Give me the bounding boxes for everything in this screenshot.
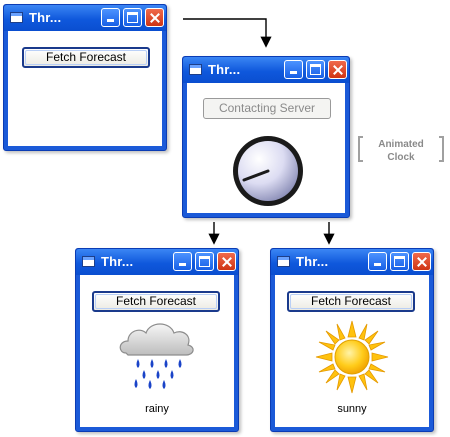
fetch-forecast-button[interactable]: Fetch Forecast xyxy=(287,291,415,312)
window-title: Thr... xyxy=(208,62,241,77)
title-bar[interactable]: Thr... xyxy=(76,249,238,275)
window-app-icon xyxy=(189,64,202,75)
arrow-initial-to-loading xyxy=(183,18,272,48)
window-title: Thr... xyxy=(29,10,62,25)
maximize-icon[interactable] xyxy=(306,60,325,79)
minimize-icon[interactable] xyxy=(368,252,387,271)
window-client-area: Fetch Forecast xyxy=(275,275,429,427)
window-initial: Thr... Fetch Forecast xyxy=(3,4,167,151)
window-sunny: Thr... Fetch Forecast xyxy=(270,248,434,432)
maximize-icon[interactable] xyxy=(123,8,142,27)
close-icon[interactable] xyxy=(328,60,347,79)
window-app-icon xyxy=(10,12,23,23)
animated-clock-label: Animated Clock xyxy=(378,139,424,163)
window-loading: Thr... Contacting Server xyxy=(182,56,350,218)
window-client-area: Fetch Forecast xyxy=(8,31,162,146)
window-rainy: Thr... Fetch Forecast xyxy=(75,248,239,432)
forecast-result-label: rainy xyxy=(145,403,169,415)
title-bar[interactable]: Thr... xyxy=(271,249,433,275)
bracket-right xyxy=(439,136,444,162)
window-app-icon xyxy=(277,256,290,267)
animated-clock-note: Animated Clock xyxy=(358,136,444,164)
forecast-result-label: sunny xyxy=(337,403,367,415)
window-client-area: Fetch Forecast rainy xyxy=(80,275,234,427)
close-icon[interactable] xyxy=(217,252,236,271)
title-bar[interactable]: Thr... xyxy=(183,57,349,83)
fetch-forecast-button[interactable]: Fetch Forecast xyxy=(22,47,150,68)
maximize-icon[interactable] xyxy=(390,252,409,271)
window-client-area: Contacting Server xyxy=(187,83,345,213)
close-icon[interactable] xyxy=(145,8,164,27)
title-bar[interactable]: Thr... xyxy=(4,5,166,31)
rain-cloud-icon xyxy=(119,323,194,389)
fetch-forecast-button[interactable]: Fetch Forecast xyxy=(92,291,220,312)
contacting-server-button[interactable]: Contacting Server xyxy=(203,98,331,119)
bracket-left xyxy=(358,136,363,162)
minimize-icon[interactable] xyxy=(173,252,192,271)
window-app-icon xyxy=(82,256,95,267)
minimize-icon[interactable] xyxy=(101,8,120,27)
window-title: Thr... xyxy=(101,254,134,269)
sun-icon xyxy=(315,320,389,394)
close-icon[interactable] xyxy=(412,252,431,271)
minimize-icon[interactable] xyxy=(284,60,303,79)
window-title: Thr... xyxy=(296,254,329,269)
maximize-icon[interactable] xyxy=(195,252,214,271)
analog-clock-icon xyxy=(233,136,303,206)
